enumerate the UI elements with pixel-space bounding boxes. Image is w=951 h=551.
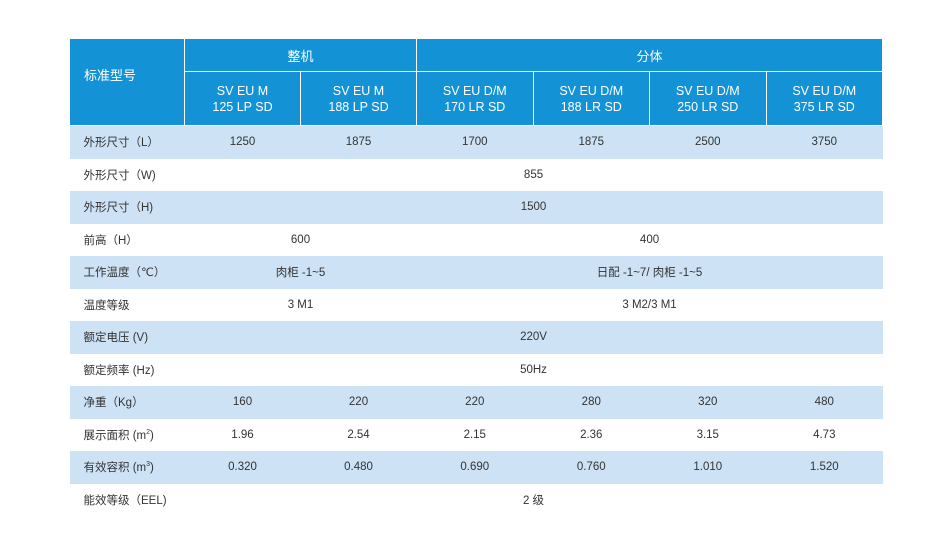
table-cell: 2 级 — [184, 483, 883, 516]
table-cell: 2.54 — [300, 418, 417, 451]
model-header: SV EU M 125 LP SD — [184, 71, 301, 126]
table-cell: 600 — [184, 223, 417, 256]
header-group-whole: 整机 — [183, 38, 418, 72]
model-header: SV EU D/M 250 LR SD — [649, 71, 767, 126]
table-cell: 320 — [649, 386, 767, 419]
table-cell: 0.690 — [416, 451, 534, 484]
table-cell: 1500 — [184, 191, 883, 224]
table-cell: 220 — [300, 386, 417, 419]
spec-table: 标准型号 整机 分体 SV EU M 125 LP SD SV EU M 188 L… — [69, 38, 884, 516]
table-row: 工作温度（℃） 肉柜 -1~5 日配 -1~7/ 肉柜 -1~5 — [69, 256, 883, 289]
table-row: 额定电压 (V) 220V — [69, 321, 883, 354]
table-cell: 0.320 — [184, 451, 301, 484]
row-label: 净重（Kg） — [69, 386, 185, 419]
table-cell: 1700 — [416, 125, 534, 159]
row-label: 外形尺寸（L） — [69, 125, 185, 159]
table-row: 展示面积 (m2) 1.96 2.54 2.15 2.36 3.15 4.73 — [69, 418, 883, 451]
header-corner: 标准型号 — [69, 38, 185, 126]
table-row: 能效等级（EEL) 2 级 — [69, 483, 883, 516]
table-row: 额定频率 (Hz) 50Hz — [69, 353, 883, 386]
table-row: 外形尺寸（W) 855 — [69, 158, 883, 191]
table-row: 有效容积 (m3) 0.320 0.480 0.690 0.760 1.010 … — [69, 451, 883, 484]
table-cell: 855 — [184, 158, 883, 191]
row-label: 额定电压 (V) — [69, 321, 185, 354]
row-label: 有效容积 (m3) — [69, 451, 185, 484]
row-label: 温度等级 — [69, 288, 185, 321]
header-group-split: 分体 — [416, 38, 884, 72]
row-label: 前高（H） — [69, 223, 185, 256]
table-header: 标准型号 整机 分体 SV EU M 125 LP SD SV EU M 188 L… — [69, 38, 884, 126]
table-cell: 1.96 — [184, 418, 301, 451]
table-cell: 肉柜 -1~5 — [184, 256, 417, 289]
table-row: 温度等级 3 M1 3 M2/3 M1 — [69, 288, 883, 321]
table-cell: 3 M2/3 M1 — [416, 288, 883, 321]
table-cell: 1875 — [533, 125, 650, 159]
table-cell: 2.15 — [416, 418, 534, 451]
row-label: 能效等级（EEL) — [69, 483, 185, 516]
table-cell: 160 — [184, 386, 301, 419]
row-label: 额定频率 (Hz) — [69, 353, 185, 386]
model-header: SV EU D/M 170 LR SD — [416, 71, 534, 126]
table-cell: 1.520 — [766, 451, 883, 484]
row-label: 工作温度（℃） — [69, 256, 185, 289]
model-header: SV EU M 188 LP SD — [299, 71, 418, 126]
table-cell: 3750 — [766, 125, 883, 159]
table-cell: 0.480 — [300, 451, 417, 484]
row-label: 外形尺寸（W) — [69, 158, 185, 191]
table-cell: 1.010 — [649, 451, 767, 484]
row-label: 展示面积 (m2) — [69, 418, 185, 451]
table-row: 净重（Kg） 160 220 220 280 320 480 — [69, 386, 883, 419]
table-cell: 3.15 — [649, 418, 767, 451]
table-cell: 1250 — [184, 125, 301, 159]
table-cell: 280 — [533, 386, 650, 419]
row-label: 外形尺寸（H) — [69, 191, 185, 224]
table-cell: 日配 -1~7/ 肉柜 -1~5 — [416, 256, 883, 289]
table-cell: 0.760 — [533, 451, 650, 484]
table-cell: 220 — [416, 386, 534, 419]
table-cell: 4.73 — [766, 418, 883, 451]
table-cell: 1875 — [300, 125, 417, 159]
model-header: SV EU D/M 375 LR SD — [765, 71, 884, 126]
table-cell: 220V — [184, 321, 883, 354]
model-header: SV EU D/M 188 LR SD — [532, 71, 651, 126]
table-row: 前高（H） 600 400 — [69, 223, 883, 256]
table-cell: 3 M1 — [184, 288, 417, 321]
table-cell: 50Hz — [184, 353, 883, 386]
table-row: 外形尺寸（H) 1500 — [69, 191, 883, 224]
table-row: 外形尺寸（L） 1250 1875 1700 1875 2500 3750 — [69, 125, 883, 159]
table-cell: 2500 — [649, 125, 767, 159]
table-cell: 400 — [416, 223, 883, 256]
table-cell: 2.36 — [533, 418, 650, 451]
table-cell: 480 — [766, 386, 883, 419]
